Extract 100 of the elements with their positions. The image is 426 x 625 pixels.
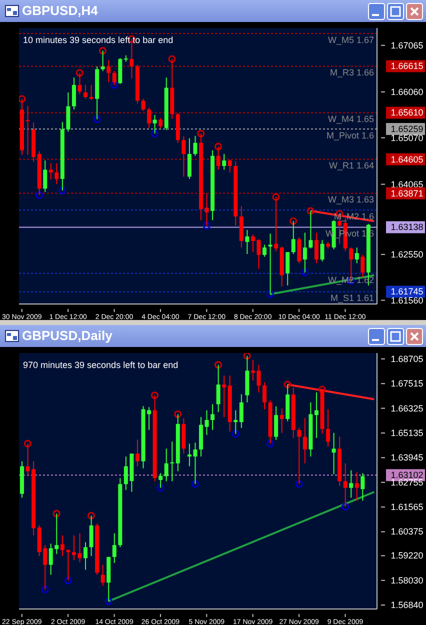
- y-tick-label: 1.68705: [390, 354, 424, 364]
- candlestick: [54, 162, 59, 185]
- candlestick: [89, 84, 94, 100]
- y-tick-label: 1.60375: [390, 526, 424, 537]
- point: [197, 130, 205, 138]
- point: [58, 186, 66, 194]
- candlestick: [158, 117, 163, 129]
- point: [76, 69, 84, 77]
- point: [202, 222, 210, 230]
- candlestick: [193, 135, 198, 156]
- ref-line-label: M_M2 1.6: [334, 211, 374, 222]
- candlestick: [66, 92, 70, 132]
- candlestick: [222, 153, 226, 170]
- point: [266, 440, 274, 448]
- y-tick-label: 1.65135: [390, 428, 424, 438]
- ref-line-label: M_S1 1.61: [330, 293, 374, 304]
- point: [174, 410, 182, 418]
- point: [52, 510, 60, 518]
- point: [35, 191, 43, 199]
- y-tick-label: 1.58030: [390, 575, 424, 586]
- ref-line-label: W_M4 1.65: [328, 114, 374, 124]
- annotation: 970 minutes 39 seconds left to bar end: [23, 360, 178, 371]
- y-tick-label: 1.66325: [390, 403, 424, 414]
- y-tick-label: 1.66615: [390, 61, 424, 72]
- candlestick: [135, 439, 140, 467]
- candlestick: [354, 472, 359, 502]
- candlestick: [320, 240, 324, 262]
- point: [19, 95, 26, 103]
- candlestick: [106, 59, 111, 83]
- candlestick: [314, 392, 318, 438]
- y-tick-label: 1.67065: [390, 40, 424, 50]
- candlestick: [84, 542, 88, 570]
- point: [168, 55, 176, 63]
- candlestick: [72, 77, 76, 110]
- candlestick: [43, 160, 48, 192]
- chart-title: GBPUSD,H4: [22, 3, 98, 18]
- candlestick: [222, 375, 226, 418]
- candlestick: [297, 236, 302, 264]
- chart-title: GBPUSD,Daily: [22, 328, 112, 343]
- point: [290, 217, 298, 225]
- candlestick: [239, 394, 244, 428]
- candlestick: [262, 382, 267, 410]
- point: [295, 480, 303, 488]
- point: [150, 130, 158, 138]
- candlestick: [262, 244, 267, 258]
- point: [110, 81, 118, 89]
- candlestick: [349, 470, 354, 498]
- point: [191, 480, 199, 488]
- y-tick-label: 1.63138: [390, 222, 424, 232]
- ref-line-label: M_R3 1.66: [330, 68, 374, 78]
- candlestick: [60, 534, 64, 557]
- point: [64, 576, 72, 584]
- y-tick-label: 1.61745: [390, 286, 424, 297]
- point: [87, 512, 95, 520]
- candlestick: [360, 472, 365, 502]
- candlestick: [245, 229, 250, 254]
- point: [41, 586, 49, 594]
- point: [214, 361, 222, 369]
- y-tick-label: 1.63102: [390, 470, 424, 480]
- candlestick: [100, 564, 105, 586]
- y-tick-label: 1.63945: [390, 452, 424, 463]
- candlestick: [48, 162, 53, 180]
- y-tick-label: 1.64605: [390, 154, 424, 164]
- y-tick-label: 1.65610: [390, 108, 424, 118]
- candlestick: [228, 159, 232, 173]
- candlestick: [326, 408, 330, 448]
- candlestick: [147, 107, 152, 129]
- candlestick: [164, 448, 168, 482]
- candlestick: [187, 138, 192, 180]
- y-tick-label: 1.61560: [390, 295, 424, 306]
- ref-line-label: W_M3 1.63: [328, 194, 374, 205]
- candlestick: [141, 98, 146, 112]
- candlestick: [332, 432, 336, 475]
- candlestick: [204, 410, 209, 436]
- y-tick-label: 1.61565: [390, 502, 424, 512]
- point: [318, 386, 326, 394]
- y-tick-label: 1.67515: [390, 378, 424, 389]
- y-tick-label: 1.62550: [390, 249, 424, 260]
- point: [284, 380, 292, 388]
- candlestick: [280, 408, 284, 434]
- point: [150, 392, 158, 400]
- y-tick-label: 1.64065: [390, 179, 424, 190]
- y-tick-label: 1.65259: [390, 124, 424, 134]
- point: [98, 46, 106, 54]
- point: [266, 290, 274, 298]
- point: [306, 207, 314, 215]
- candlestick: [286, 252, 290, 286]
- point: [243, 353, 251, 360]
- point: [341, 502, 349, 510]
- ref-line-label: M_Pivot 1.6: [326, 130, 374, 140]
- candlestick: [112, 532, 116, 564]
- candlestick: [84, 84, 88, 100]
- candlestick: [170, 441, 174, 482]
- point: [24, 440, 32, 448]
- candlestick: [274, 406, 278, 440]
- point: [301, 268, 309, 276]
- candlestick: [360, 254, 365, 278]
- y-tick-label: 1.65070: [390, 132, 424, 143]
- candlestick: [302, 418, 307, 464]
- candlestick: [26, 106, 30, 156]
